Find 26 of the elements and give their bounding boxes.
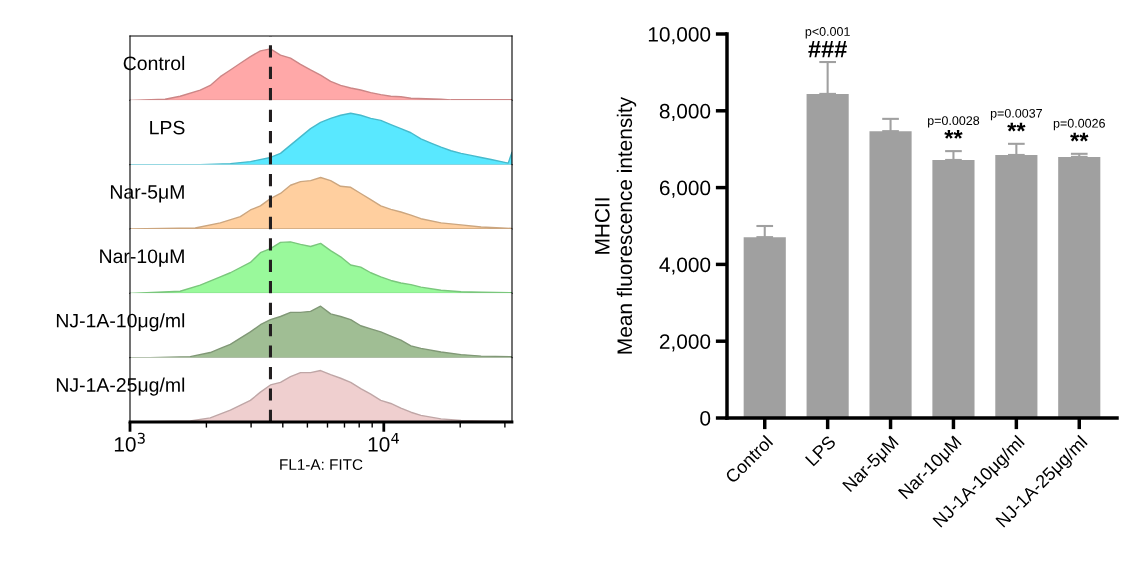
bar: [806, 93, 849, 418]
x-tick-label: 10$^{4}$: [368, 432, 399, 452]
bar: [869, 131, 912, 418]
annotation: p=0.0037: [990, 108, 1042, 121]
y-tick-label: 10,000: [648, 27, 711, 45]
x-axis-title: FL1-A: FITC: [280, 459, 363, 470]
x-tick-label: LPS: [804, 434, 837, 467]
annotation: **: [944, 129, 963, 139]
annotation: p=0.0028: [928, 116, 980, 128]
annotation: **: [1007, 122, 1026, 132]
annotation: p<0.001: [805, 27, 850, 39]
x-tick-label: 10$^{3}$: [114, 432, 145, 452]
y-tick-label: 8,000: [659, 103, 711, 122]
bar: [995, 154, 1038, 418]
y-axis-title: MHCII Mean fluorescence intensity: [594, 96, 637, 354]
bar: [932, 159, 975, 418]
bar: [1058, 156, 1101, 418]
y-tick-label: 6,000: [659, 180, 711, 198]
bar: [743, 237, 786, 418]
y-axis-title: LPS: [150, 120, 185, 135]
y-tick-label: 0: [700, 411, 711, 426]
annotation: **: [1070, 132, 1089, 142]
y-tick-label: 4,000: [659, 257, 711, 275]
y-tick-label: 2,000: [659, 334, 711, 352]
annotation: p=0.0026: [1053, 118, 1105, 131]
annotation: ###: [808, 41, 847, 58]
